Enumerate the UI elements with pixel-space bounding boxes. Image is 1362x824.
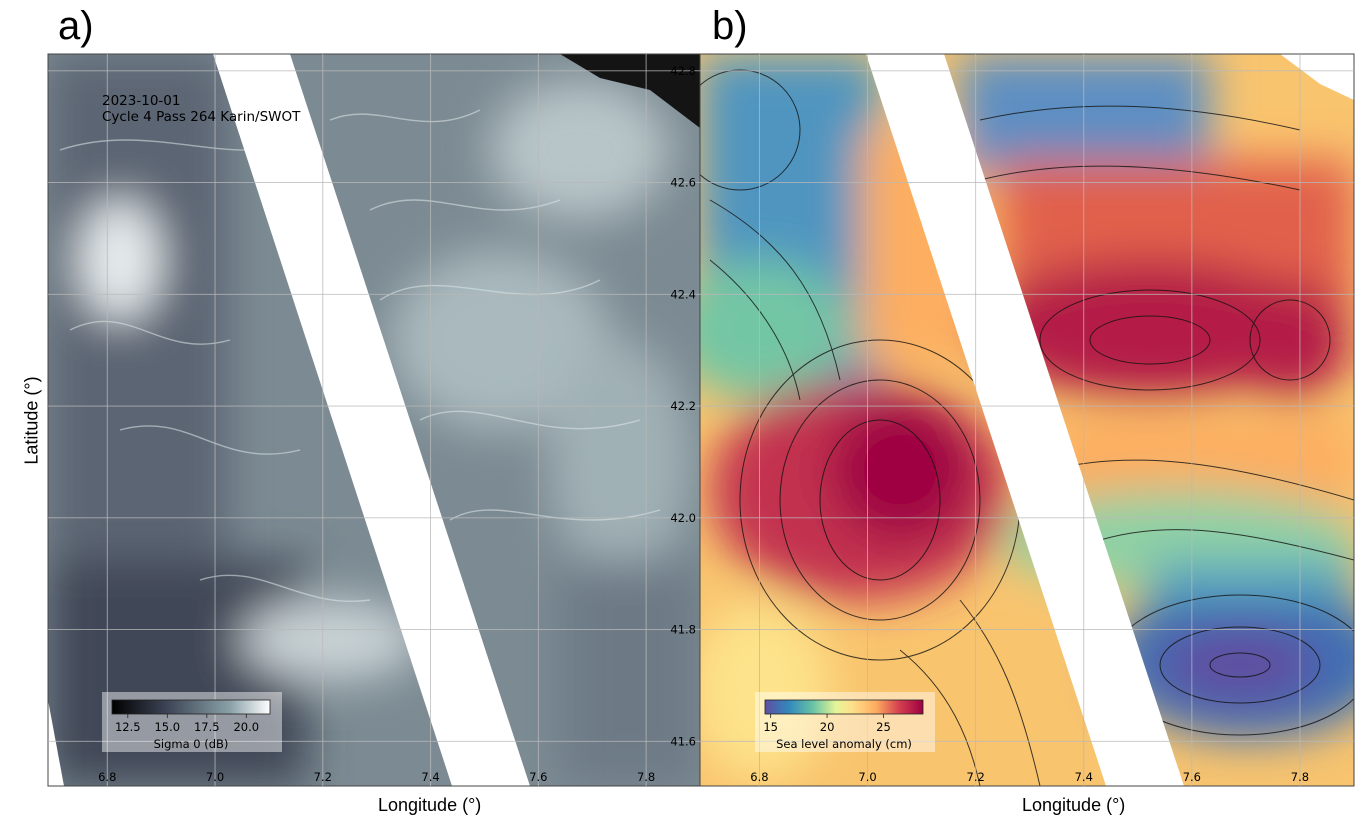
x-tick-label: 7.8	[637, 770, 655, 784]
date-annotation: 2023-10-01	[102, 93, 180, 109]
colorbar-tick-label: 20	[820, 720, 835, 734]
colorbar-sigma0-bar	[111, 699, 271, 715]
panel-label-a: a)	[58, 4, 94, 48]
colorbar-sigma0: 12.5 15.0 17.5 20.0 Sigma 0 (dB)	[102, 692, 282, 752]
axes-frame-b	[699, 53, 1355, 787]
x-tick-label: 7.2	[967, 770, 985, 784]
sigma0-panel	[48, 54, 700, 786]
y-tick-label: 42.4	[670, 287, 696, 301]
x-tick-label: 7.0	[858, 770, 876, 784]
x-tick-label: 7.8	[1291, 770, 1309, 784]
colorbar-sigma0-label: Sigma 0 (dB)	[154, 737, 229, 751]
x-tick-label: 7.6	[1183, 770, 1201, 784]
y-tick-label: 41.8	[670, 623, 696, 637]
streamlines	[700, 69, 1354, 786]
x-tick-label: 6.8	[750, 770, 768, 784]
colorbar-tick-label: 15	[763, 720, 778, 734]
x-tick-labels-a: 6.8 7.0 7.2 7.4 7.6 7.8	[98, 770, 655, 784]
sla-panel	[700, 54, 1354, 786]
x-axis-label-b: Longitude (°)	[1022, 795, 1126, 815]
y-tick-labels-b: 41.6 41.8 42.0 42.2 42.4 42.6 42.8	[670, 64, 696, 749]
y-tick-label: 41.6	[670, 734, 696, 748]
coastline-land	[560, 54, 700, 128]
colorbar-tick-label: 12.5	[115, 720, 141, 734]
x-tick-labels-b: 6.8 7.0 7.2 7.4 7.6 7.8	[750, 770, 1309, 784]
colorbar-sla-bar	[764, 699, 924, 715]
x-axis-label-a: Longitude (°)	[378, 795, 482, 815]
x-tick-label: 6.8	[98, 770, 116, 784]
y-tick-label: 42.6	[670, 176, 696, 190]
pass-annotation: Cycle 4 Pass 264 Karin/SWOT	[102, 109, 301, 125]
y-tick-label: 42.0	[670, 511, 696, 525]
panel-label-b: b)	[712, 4, 748, 48]
swath-gap-b	[866, 54, 1184, 786]
colorbar-sla-label: Sea level anomaly (cm)	[776, 737, 912, 751]
y-tick-label: 42.8	[670, 64, 696, 78]
x-tick-label: 7.2	[314, 770, 332, 784]
y-tick-label: 42.2	[670, 399, 696, 413]
colorbar-sla-ticks: 15 20 25	[763, 714, 891, 734]
colorbar-tick-label: 15.0	[154, 720, 180, 734]
x-tick-label: 7.0	[206, 770, 224, 784]
x-tick-label: 7.6	[529, 770, 547, 784]
x-tick-label: 7.4	[421, 770, 439, 784]
colorbar-sigma0-ticks: 12.5 15.0 17.5 20.0	[115, 714, 259, 734]
swath-gap-a	[213, 54, 530, 786]
colorbar-tick-label: 20.0	[233, 720, 259, 734]
gridlines-b	[700, 54, 1354, 786]
colorbar-tick-label: 17.5	[194, 720, 220, 734]
colorbar-tick-label: 25	[876, 720, 891, 734]
gridlines-a	[48, 54, 700, 786]
x-tick-label: 7.4	[1075, 770, 1093, 784]
colorbar-sla: 15 20 25 Sea level anomaly (cm)	[755, 692, 935, 752]
